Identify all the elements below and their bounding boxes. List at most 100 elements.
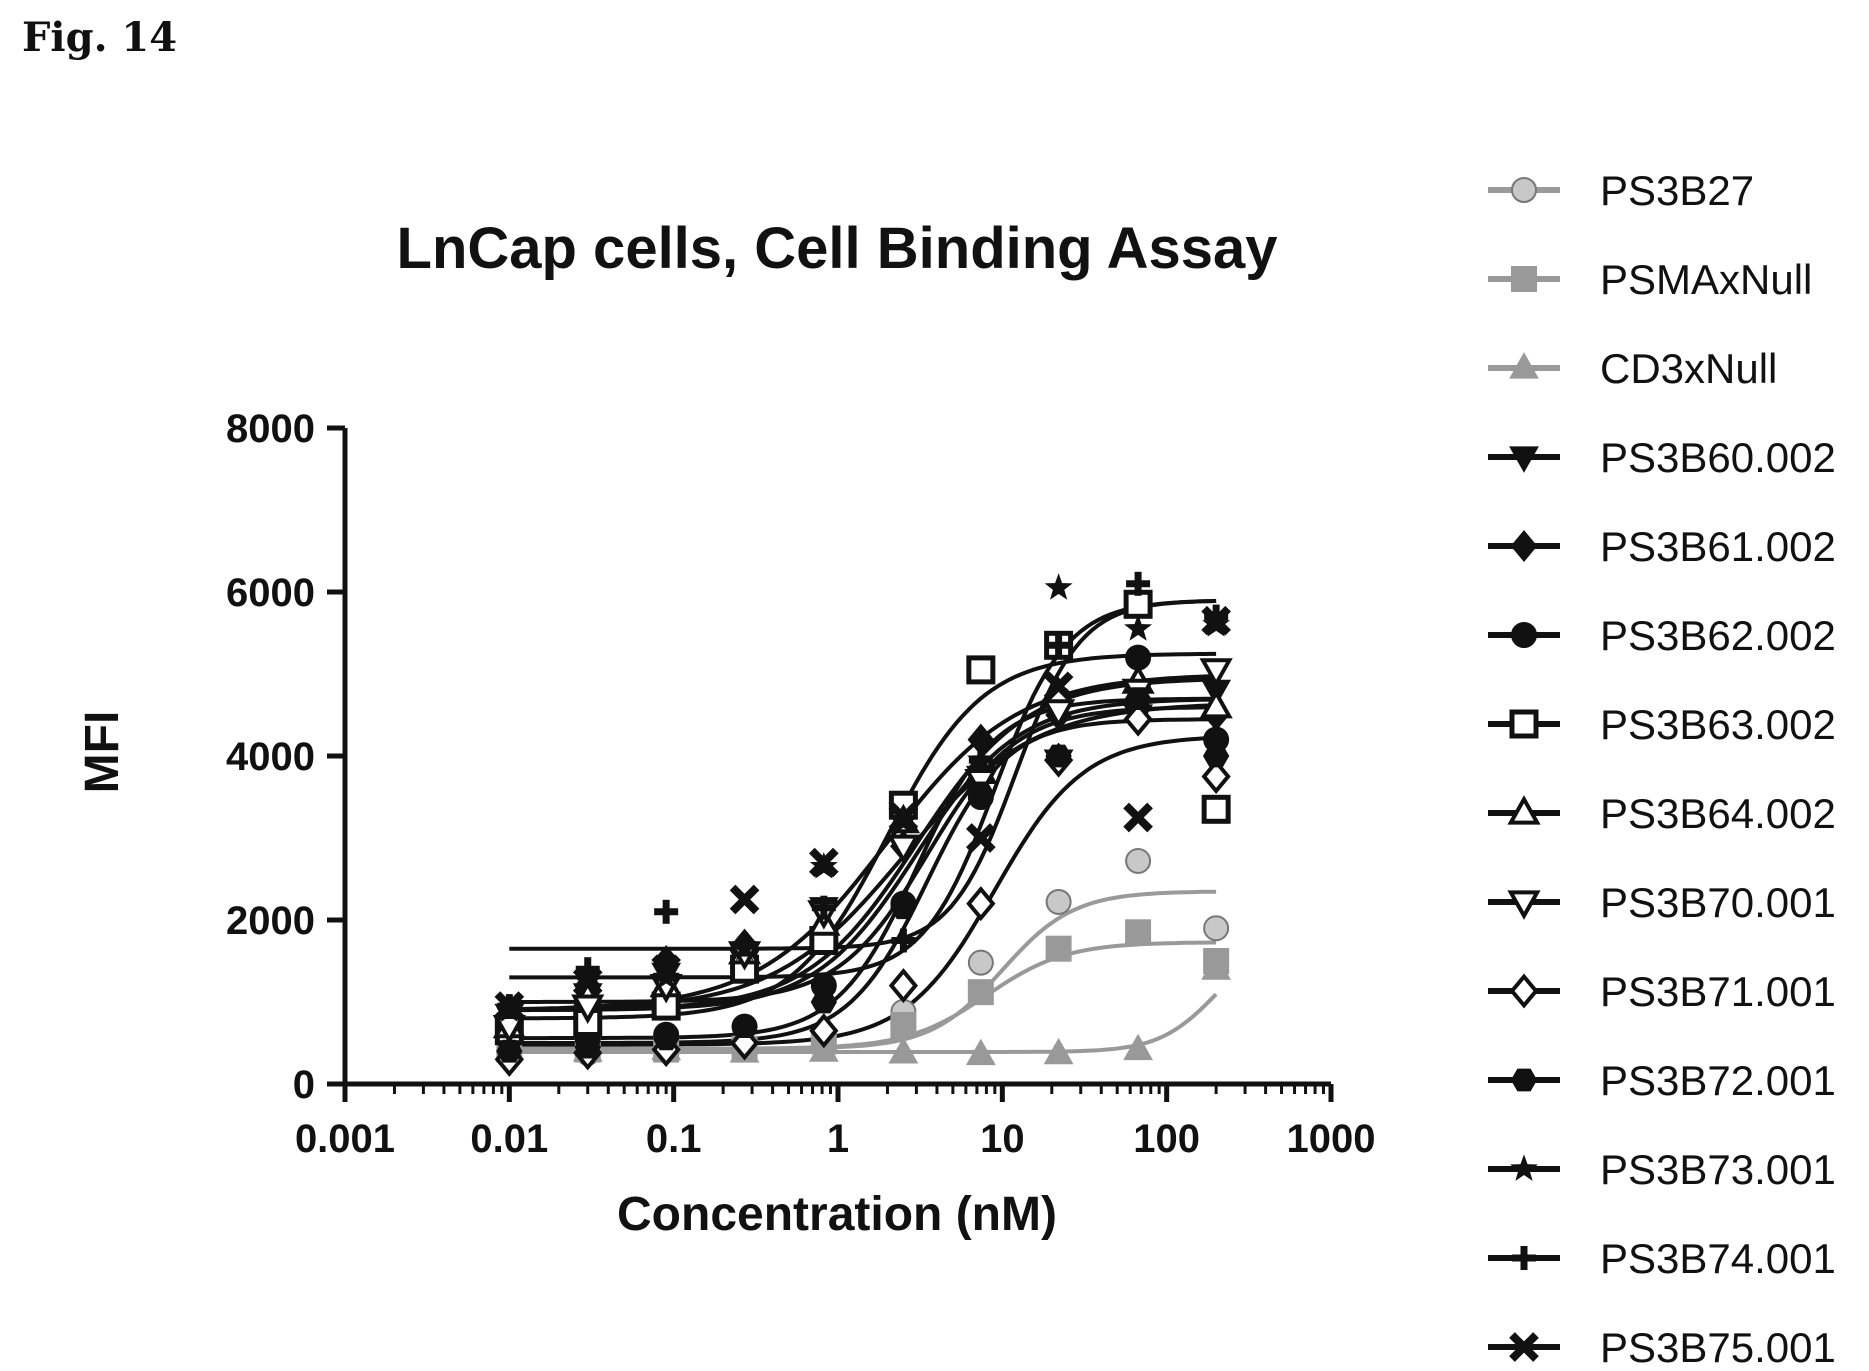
x-tick-label: 0.001 — [295, 1117, 395, 1161]
triangle-marker — [1043, 1037, 1074, 1065]
legend-item-PS3B64.002: PS3B64.002 — [1488, 790, 1836, 837]
legend-item-PS3B63.002: PS3B63.002 — [1488, 701, 1836, 748]
fit-curve-PSMAxNull — [509, 940, 1217, 1051]
legend-item-PS3B73.001: PS3B73.001 — [1488, 1146, 1836, 1193]
legend-item-CD3xNull: CD3xNull — [1488, 345, 1777, 392]
fit-curve-PS3B74.001 — [509, 598, 1217, 951]
x-tick-label: 1000 — [1287, 1117, 1376, 1161]
triangle-marker — [1509, 352, 1539, 379]
x-marker — [966, 823, 996, 853]
triangle-down-marker — [1041, 699, 1076, 729]
diamond-marker — [888, 968, 918, 1004]
legend-label: PS3B72.001 — [1600, 1057, 1836, 1104]
fit-curve-PS3B61.002 — [509, 705, 1217, 1004]
triangle-marker — [888, 1037, 919, 1064]
legend-label: PS3B27 — [1600, 167, 1754, 214]
plus-marker — [732, 932, 757, 957]
x-marker — [809, 847, 839, 878]
legend-label: PS3B61.002 — [1600, 523, 1836, 570]
legend-item-PS3B60.002: PS3B60.002 — [1488, 434, 1836, 481]
legend-label: PS3B75.001 — [1600, 1324, 1836, 1371]
triangle-marker — [965, 1038, 996, 1066]
circle-marker — [1045, 888, 1072, 915]
triangle-marker — [1123, 1033, 1153, 1061]
diamond-marker — [966, 886, 996, 922]
x-tick-label: 100 — [1133, 1117, 1200, 1161]
circle-marker — [1511, 177, 1537, 203]
legend-label: PS3B74.001 — [1600, 1235, 1836, 1282]
triangle-marker — [1507, 795, 1541, 825]
hexagon-marker — [967, 781, 994, 805]
hexagon-marker — [574, 1035, 601, 1059]
x-marker — [651, 954, 681, 985]
series-PS3B70.001 — [492, 658, 1233, 1045]
legend-item-PS3B62.002: PS3B62.002 — [1488, 612, 1836, 659]
data-points — [492, 571, 1233, 1077]
diamond-marker — [1123, 701, 1153, 737]
hexagon-marker — [1510, 1068, 1538, 1092]
legend-item-PSMAxNull: PSMAxNull — [1488, 256, 1812, 303]
fit-curve-PS3B63.002 — [509, 651, 1217, 1021]
hexagon-marker — [496, 1039, 523, 1063]
square-marker — [966, 655, 996, 685]
legend-item-PS3B71.001: PS3B71.001 — [1488, 968, 1836, 1015]
triangle-down-marker — [1199, 658, 1233, 688]
diamond-marker — [1510, 530, 1538, 562]
fit-curve-PS3B64.002 — [509, 697, 1217, 1013]
square-marker — [1511, 266, 1537, 292]
legend-label: PS3B71.001 — [1600, 968, 1836, 1015]
fit-curve-PS3B60.002 — [509, 703, 1217, 1012]
figure-label: Fig. 14 — [22, 14, 178, 61]
fit-curve-PS3B73.001 — [509, 599, 1217, 980]
plus-marker — [1512, 1246, 1536, 1270]
circle-marker — [1125, 847, 1152, 874]
hexagon-marker — [890, 896, 917, 920]
diamond-marker — [1201, 758, 1231, 795]
plus-marker — [891, 928, 916, 953]
hexagon-marker — [1045, 744, 1072, 768]
triangle-down-marker — [1507, 890, 1541, 920]
legend-label: PSMAxNull — [1600, 256, 1812, 303]
x-axis-label: Concentration (nM) — [617, 1188, 1057, 1241]
square-marker — [967, 979, 994, 1006]
triangle-down-marker — [886, 834, 921, 865]
x-stroke — [1509, 1332, 1539, 1362]
circle-marker — [1511, 622, 1537, 648]
plus-marker — [654, 899, 679, 924]
square-marker — [1509, 709, 1539, 739]
series-PS3B63.002 — [494, 589, 1231, 1046]
axes: 0.001 0.01 0.1 1 10 100 1000 0 2000 4000 6000 8000 — [226, 407, 1375, 1161]
x-stroke — [1123, 802, 1153, 833]
legend-item-PS3B27: PS3B27 — [1488, 167, 1754, 214]
y-tick-label: 4000 — [226, 735, 315, 779]
series-PS3B74.001 — [497, 571, 1229, 1019]
x-stroke — [729, 884, 760, 915]
circle-marker — [1203, 915, 1230, 942]
x-marker — [572, 966, 603, 997]
plus-marker — [968, 748, 993, 773]
fit-curve-PS3B71.001 — [509, 735, 1217, 1047]
fit-curve-PS3B72.001 — [509, 717, 1217, 1045]
x-tick-label: 0.1 — [646, 1117, 702, 1161]
legend-label: CD3xNull — [1600, 345, 1777, 392]
x-marker — [494, 991, 525, 1021]
y-tick-label: 6000 — [226, 571, 315, 615]
legend: PS3B27 PSMAxNull CD3xNull PS3B60.002 PS3B61.… — [1488, 167, 1836, 1371]
x-marker — [888, 802, 919, 833]
x-marker — [1123, 802, 1153, 833]
legend-label: PS3B60.002 — [1600, 434, 1836, 481]
legend-item-PS3B72.001: PS3B72.001 — [1488, 1057, 1836, 1104]
square-marker — [1125, 919, 1152, 946]
legend-label: PS3B63.002 — [1600, 701, 1836, 748]
series-PS3B73.001 — [495, 573, 1231, 1023]
x-stroke — [494, 991, 525, 1021]
legend-item-PS3B61.002: PS3B61.002 — [1488, 523, 1836, 570]
x-tick-label: 1 — [827, 1117, 849, 1161]
plus-marker — [811, 895, 836, 920]
legend-label: PS3B70.001 — [1600, 879, 1836, 926]
legend-label: PS3B62.002 — [1600, 612, 1836, 659]
hexagon-marker — [1124, 687, 1152, 710]
triangle-down-marker — [1509, 446, 1539, 473]
triangle-marker — [808, 1035, 839, 1062]
